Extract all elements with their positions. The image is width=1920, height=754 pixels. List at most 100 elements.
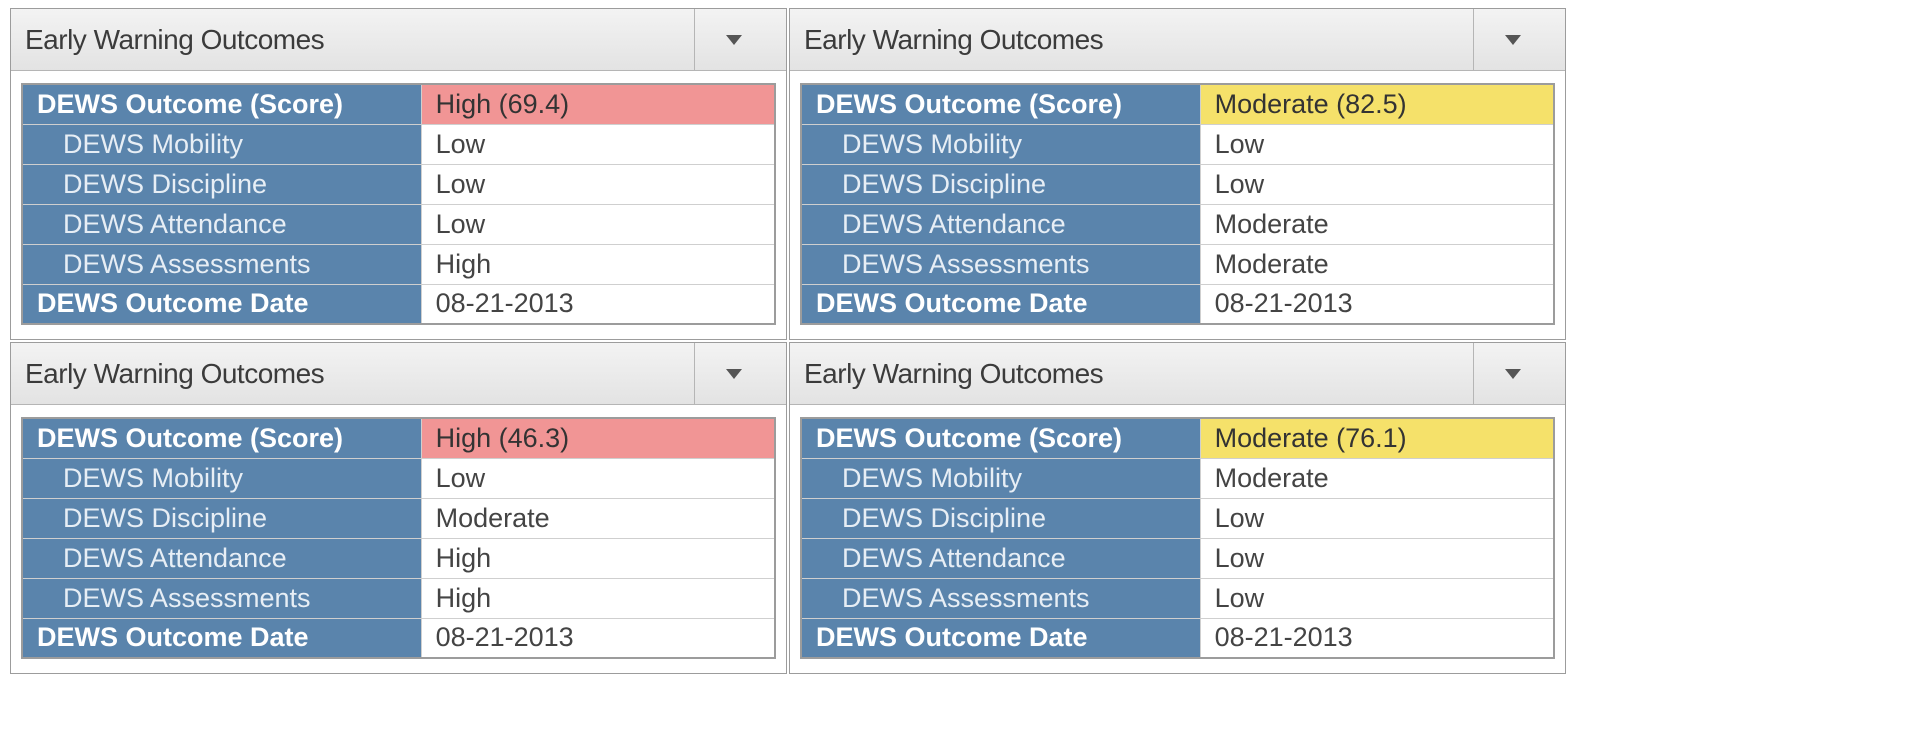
row-value: Low xyxy=(421,458,775,498)
dews-table: DEWS Outcome (Score) Moderate (82.5) DEW… xyxy=(800,83,1555,325)
row-label: DEWS Assessments xyxy=(22,578,421,618)
row-label: DEWS Mobility xyxy=(22,458,421,498)
score-label: DEWS Outcome (Score) xyxy=(801,418,1200,458)
table-row: DEWS Outcome Date 08-21-2013 xyxy=(22,284,775,324)
row-value: High xyxy=(421,538,775,578)
row-label: DEWS Discipline xyxy=(22,164,421,204)
table-row: DEWS Outcome (Score) Moderate (82.5) xyxy=(801,84,1554,124)
panel-dropdown[interactable] xyxy=(1473,9,1551,70)
row-label: DEWS Attendance xyxy=(801,204,1200,244)
row-value: Low xyxy=(421,204,775,244)
panel-title: Early Warning Outcomes xyxy=(25,358,324,390)
row-value: Moderate xyxy=(1200,244,1554,284)
table-row: DEWS Discipline Low xyxy=(801,164,1554,204)
row-value: High xyxy=(421,244,775,284)
panel-dropdown[interactable] xyxy=(1473,343,1551,404)
row-value: Low xyxy=(1200,578,1554,618)
date-label: DEWS Outcome Date xyxy=(22,618,421,658)
row-label: DEWS Assessments xyxy=(801,578,1200,618)
row-label: DEWS Assessments xyxy=(22,244,421,284)
panel-title: Early Warning Outcomes xyxy=(804,24,1103,56)
row-value: Low xyxy=(421,124,775,164)
ews-panel: Early Warning Outcomes DEWS Outcome (Sco… xyxy=(789,8,1566,340)
panel-grid: Early Warning Outcomes DEWS Outcome (Sco… xyxy=(10,8,1566,674)
panel-dropdown[interactable] xyxy=(694,343,772,404)
table-row: DEWS Mobility Low xyxy=(22,124,775,164)
table-row: DEWS Outcome (Score) High (46.3) xyxy=(22,418,775,458)
row-label: DEWS Mobility xyxy=(801,124,1200,164)
table-row: DEWS Attendance Moderate xyxy=(801,204,1554,244)
chevron-down-icon xyxy=(726,369,742,379)
ews-panel: Early Warning Outcomes DEWS Outcome (Sco… xyxy=(10,342,787,674)
score-value: High (46.3) xyxy=(421,418,775,458)
row-label: DEWS Attendance xyxy=(801,538,1200,578)
table-row: DEWS Assessments High xyxy=(22,578,775,618)
score-value: Moderate (82.5) xyxy=(1200,84,1554,124)
table-row: DEWS Assessments Moderate xyxy=(801,244,1554,284)
date-label: DEWS Outcome Date xyxy=(801,284,1200,324)
date-label: DEWS Outcome Date xyxy=(801,618,1200,658)
row-value: Low xyxy=(1200,124,1554,164)
score-label: DEWS Outcome (Score) xyxy=(22,418,421,458)
row-label: DEWS Assessments xyxy=(801,244,1200,284)
panel-header: Early Warning Outcomes xyxy=(790,9,1565,71)
ews-panel: Early Warning Outcomes DEWS Outcome (Sco… xyxy=(10,8,787,340)
row-label: DEWS Mobility xyxy=(22,124,421,164)
panel-title: Early Warning Outcomes xyxy=(804,358,1103,390)
ews-panel: Early Warning Outcomes DEWS Outcome (Sco… xyxy=(789,342,1566,674)
table-row: DEWS Discipline Low xyxy=(22,164,775,204)
panel-body: DEWS Outcome (Score) Moderate (76.1) DEW… xyxy=(790,405,1565,673)
chevron-down-icon xyxy=(726,35,742,45)
panel-body: DEWS Outcome (Score) High (46.3) DEWS Mo… xyxy=(11,405,786,673)
panel-title: Early Warning Outcomes xyxy=(25,24,324,56)
table-row: DEWS Discipline Low xyxy=(801,498,1554,538)
table-row: DEWS Attendance Low xyxy=(22,204,775,244)
table-row: DEWS Attendance High xyxy=(22,538,775,578)
table-row: DEWS Mobility Moderate xyxy=(801,458,1554,498)
dews-table: DEWS Outcome (Score) High (46.3) DEWS Mo… xyxy=(21,417,776,659)
row-label: DEWS Discipline xyxy=(801,498,1200,538)
score-label: DEWS Outcome (Score) xyxy=(22,84,421,124)
chevron-down-icon xyxy=(1505,35,1521,45)
panel-dropdown[interactable] xyxy=(694,9,772,70)
date-label: DEWS Outcome Date xyxy=(22,284,421,324)
row-label: DEWS Attendance xyxy=(22,204,421,244)
row-label: DEWS Discipline xyxy=(801,164,1200,204)
date-value: 08-21-2013 xyxy=(1200,284,1554,324)
panel-header: Early Warning Outcomes xyxy=(11,9,786,71)
dews-table: DEWS Outcome (Score) High (69.4) DEWS Mo… xyxy=(21,83,776,325)
row-value: Moderate xyxy=(421,498,775,538)
date-value: 08-21-2013 xyxy=(421,284,775,324)
date-value: 08-21-2013 xyxy=(1200,618,1554,658)
score-value: Moderate (76.1) xyxy=(1200,418,1554,458)
row-value: Moderate xyxy=(1200,204,1554,244)
table-row: DEWS Discipline Moderate xyxy=(22,498,775,538)
row-label: DEWS Attendance xyxy=(22,538,421,578)
row-value: Low xyxy=(1200,498,1554,538)
table-row: DEWS Outcome (Score) Moderate (76.1) xyxy=(801,418,1554,458)
table-row: DEWS Outcome Date 08-21-2013 xyxy=(801,284,1554,324)
panel-body: DEWS Outcome (Score) Moderate (82.5) DEW… xyxy=(790,71,1565,339)
panel-body: DEWS Outcome (Score) High (69.4) DEWS Mo… xyxy=(11,71,786,339)
table-row: DEWS Outcome Date 08-21-2013 xyxy=(801,618,1554,658)
table-row: DEWS Mobility Low xyxy=(801,124,1554,164)
score-label: DEWS Outcome (Score) xyxy=(801,84,1200,124)
row-label: DEWS Mobility xyxy=(801,458,1200,498)
row-value: Low xyxy=(1200,538,1554,578)
table-row: DEWS Outcome Date 08-21-2013 xyxy=(22,618,775,658)
table-row: DEWS Outcome (Score) High (69.4) xyxy=(22,84,775,124)
panel-header: Early Warning Outcomes xyxy=(790,343,1565,405)
chevron-down-icon xyxy=(1505,369,1521,379)
dews-table: DEWS Outcome (Score) Moderate (76.1) DEW… xyxy=(800,417,1555,659)
row-value: Low xyxy=(421,164,775,204)
date-value: 08-21-2013 xyxy=(421,618,775,658)
row-label: DEWS Discipline xyxy=(22,498,421,538)
table-row: DEWS Assessments High xyxy=(22,244,775,284)
table-row: DEWS Attendance Low xyxy=(801,538,1554,578)
table-row: DEWS Mobility Low xyxy=(22,458,775,498)
score-value: High (69.4) xyxy=(421,84,775,124)
row-value: High xyxy=(421,578,775,618)
table-row: DEWS Assessments Low xyxy=(801,578,1554,618)
row-value: Low xyxy=(1200,164,1554,204)
row-value: Moderate xyxy=(1200,458,1554,498)
